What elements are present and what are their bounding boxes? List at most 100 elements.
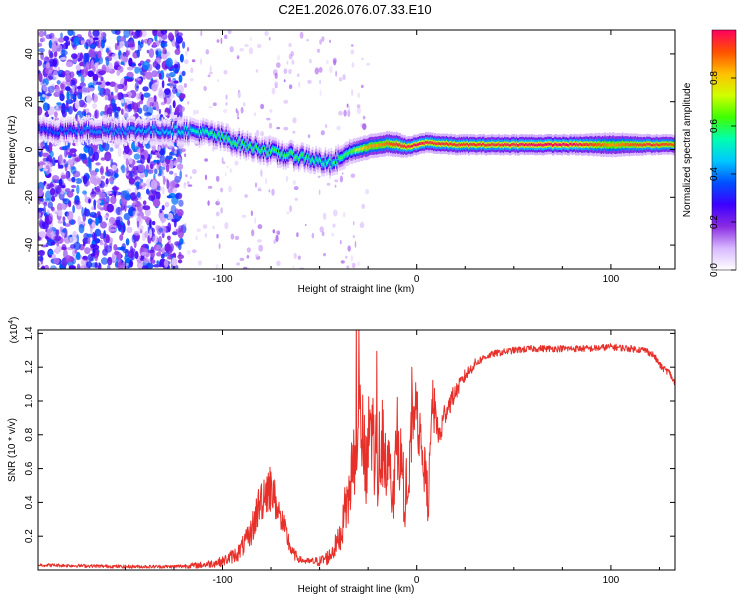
ridge-band [655,142,658,146]
ridge-band [328,159,330,163]
ridge-band [63,131,66,135]
noise-speckle [361,203,365,210]
ridge-band [126,127,129,132]
noise-speckle [136,203,144,213]
ridge-band [568,144,570,147]
noise-speckle [237,116,240,120]
ridge-band [339,156,342,160]
noise-speckle [73,199,81,206]
noise-speckle [46,93,52,97]
noise-speckle [276,62,281,68]
ridge-band [519,143,521,146]
noise-speckle [161,80,165,89]
noise-speckle [146,49,150,54]
noise-speckle [319,39,322,45]
noise-speckle [216,39,220,43]
noise-speckle [64,163,69,168]
noise-speckle [191,59,196,63]
noise-speckle [129,260,134,268]
ridge-band [571,143,574,147]
noise-speckle [87,180,91,186]
ridge-band [415,144,418,147]
noise-speckle [106,169,114,177]
noise-speckle [72,170,81,178]
noise-speckle [65,61,73,68]
ridge-band [55,130,58,134]
noise-speckle [38,212,41,218]
noise-speckle [366,62,371,66]
ridge-band [306,154,308,158]
noise-speckle [318,189,321,195]
ridge-band [361,147,364,151]
ridge-band [428,141,431,145]
noise-speckle [94,168,99,173]
noise-speckle [166,179,170,190]
noise-speckle [174,106,180,114]
noise-speckle [129,76,135,81]
ridge-band [603,143,605,147]
ridge-band [634,142,637,146]
ridge-band [562,142,565,146]
noise-speckle [227,30,232,35]
noise-speckle [126,165,129,175]
noise-speckle [151,227,155,234]
noise-speckle [111,164,118,171]
noise-speckle [204,233,208,238]
noise-speckle [140,94,144,101]
ridge-band [174,125,176,129]
noise-speckle [163,112,168,116]
ridge-band [530,142,533,146]
ridge-band [395,142,398,146]
noise-speckle [128,177,135,185]
noise-speckle [128,157,133,164]
noise-speckle [246,247,251,253]
ridge-band [534,143,537,147]
noise-speckle [96,200,102,204]
noise-speckle [136,77,142,81]
ridge-band [176,132,179,136]
noise-speckle [50,195,56,202]
noise-speckle [121,93,129,98]
ridge-band [338,157,341,161]
noise-speckle [104,245,113,253]
ridge-band [433,142,435,146]
noise-speckle [78,224,85,234]
noise-speckle [123,108,129,118]
noise-speckle [103,230,106,239]
noise-speckle [237,91,241,99]
noise-speckle [70,166,75,170]
noise-speckle [97,50,102,59]
noise-speckle [243,266,248,269]
noise-speckle [105,235,110,243]
ridge-band [70,127,73,131]
noise-speckle [350,173,356,178]
noise-speckle [314,67,319,75]
noise-speckle [215,211,220,217]
ridge-band [325,161,328,165]
noise-speckle [116,70,121,76]
noise-speckle [209,65,212,72]
ridge-band [448,143,450,147]
ridge-band [104,128,107,132]
noise-speckle [73,36,80,47]
noise-speckle [82,190,87,195]
ridge-band [280,153,283,157]
noise-speckle [41,37,46,42]
snr-ytick-label: 0.8 [24,427,35,441]
noise-speckle [64,188,71,193]
noise-speckle [356,261,361,267]
noise-speckle [101,31,107,38]
noise-speckle [319,79,322,85]
noise-speckle [342,74,346,81]
ridge-band [547,142,549,146]
ridge-band [321,162,323,166]
ridge-band [521,142,524,146]
noise-speckle [323,212,327,220]
ridge-band [212,135,215,139]
ridge-band [664,142,667,146]
ridge-band [358,148,361,152]
noise-speckle [154,152,160,156]
colorbar-tick-label: 0.4 [709,167,720,181]
ridge-band [380,143,383,147]
